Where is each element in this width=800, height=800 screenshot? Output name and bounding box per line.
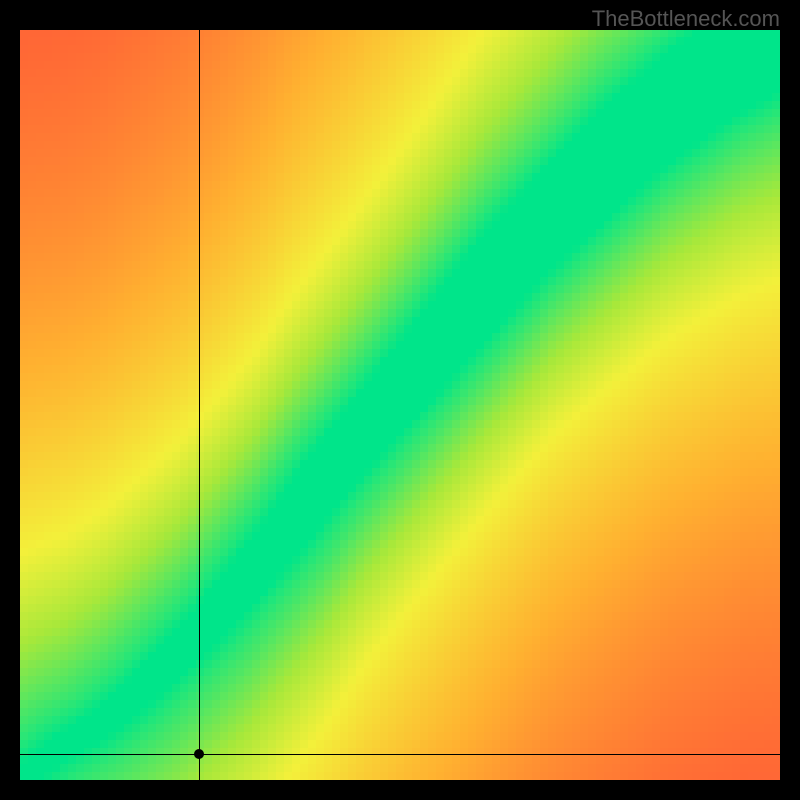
crosshair-vertical bbox=[199, 30, 200, 780]
heatmap-canvas bbox=[20, 30, 780, 780]
crosshair-horizontal bbox=[20, 754, 780, 755]
marker-dot bbox=[194, 749, 204, 759]
heatmap-chart bbox=[20, 30, 780, 780]
watermark-text: TheBottleneck.com bbox=[592, 6, 780, 32]
chart-container: TheBottleneck.com bbox=[0, 0, 800, 800]
